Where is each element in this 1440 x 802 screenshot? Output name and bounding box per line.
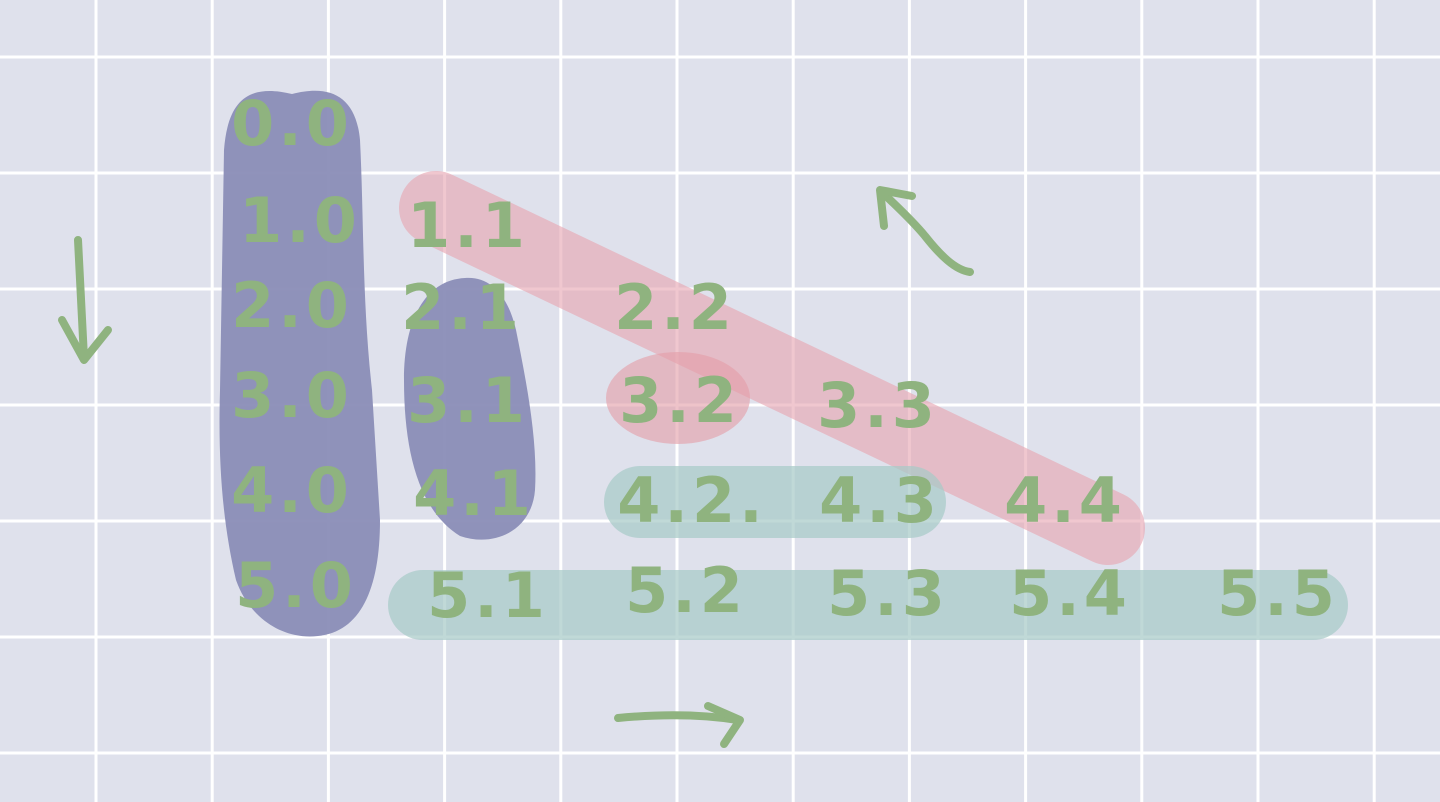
cell-label: 3.1 xyxy=(407,364,529,437)
cell-label: 5.5 xyxy=(1217,557,1339,630)
cell-label: 5.0 xyxy=(235,549,357,622)
highlights xyxy=(219,90,1348,640)
cell-label: 4.4 xyxy=(1004,464,1126,537)
row-4-highlight xyxy=(604,466,946,538)
cell-label: 1.0 xyxy=(239,184,361,257)
arrow-right-icon xyxy=(614,702,744,748)
cell-labels: 0.0 1.0 1.1 2.0 2.1 2.2 3.0 3.1 3.2 3.3 4.0 4.1 4.2.… xyxy=(231,87,1339,632)
cell-label: 5.1 xyxy=(427,559,549,632)
arrow-down-icon xyxy=(58,236,112,364)
cell-label: 3.2 xyxy=(619,364,741,437)
cell-label: 1.1 xyxy=(407,189,529,262)
cell-label: 2.0 xyxy=(231,269,353,342)
cell-label: 2.1 xyxy=(401,271,523,344)
cell-label: 4.1 xyxy=(413,457,535,530)
cell-3-2-highlight xyxy=(606,352,750,444)
cell-label: 5.3 xyxy=(827,557,949,630)
column-1-highlight xyxy=(404,277,536,540)
cell-label: 4.3 xyxy=(819,464,941,537)
cell-label: 3.0 xyxy=(231,359,353,432)
cell-label: 2.2 xyxy=(614,271,736,344)
cell-label: 4.0 xyxy=(231,454,353,527)
cell-label: 4.2. xyxy=(617,464,766,537)
column-0-highlight xyxy=(219,90,380,637)
arrows xyxy=(58,186,974,748)
diagonal-highlight xyxy=(399,171,1145,565)
arrow-up-left-icon xyxy=(876,186,974,276)
cell-label: 5.2 xyxy=(625,554,747,627)
cell-label: 0.0 xyxy=(231,87,353,160)
cell-label: 5.4 xyxy=(1009,557,1131,630)
row-5-highlight xyxy=(388,570,1348,640)
cell-label: 3.3 xyxy=(817,369,939,442)
